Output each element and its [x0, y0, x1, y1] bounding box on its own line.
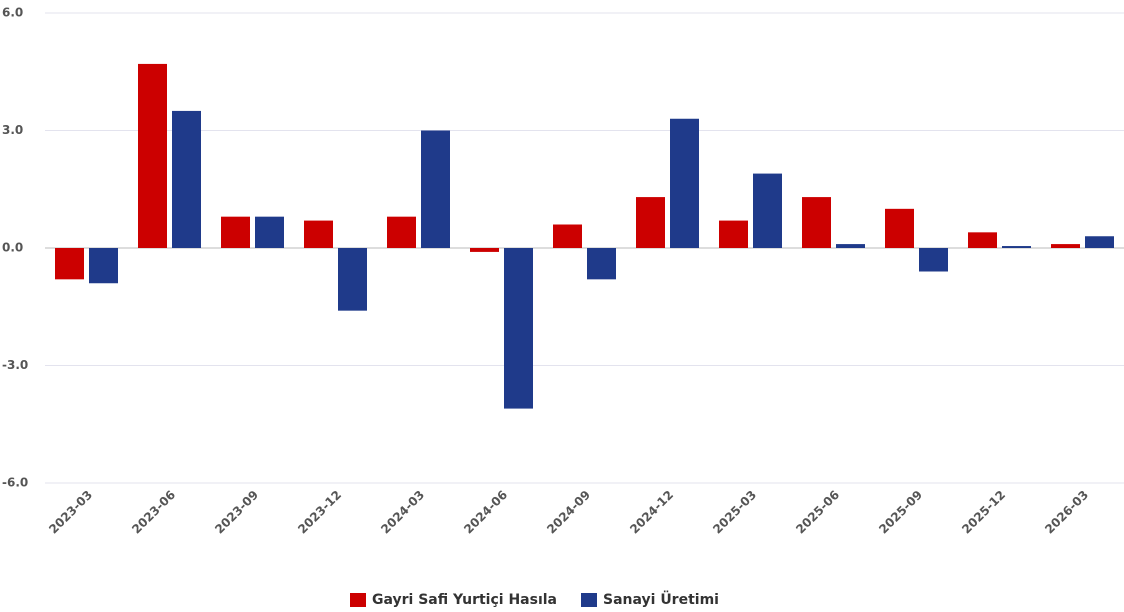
x-tick-label: 2024-06	[461, 488, 510, 537]
bar	[172, 110, 201, 249]
bar	[504, 248, 533, 409]
x-tick-label: 2023-03	[46, 488, 95, 537]
x-tick-label: 2025-09	[876, 488, 925, 537]
bar	[221, 216, 250, 248]
y-tick-label: -3.0	[2, 358, 28, 372]
bar	[89, 248, 118, 284]
legend-label: Gayri Safi Yurtiçi Hasıla	[372, 592, 557, 608]
y-tick-label: 6.0	[2, 6, 23, 20]
x-tick-label: 2024-03	[378, 488, 427, 537]
bar	[919, 248, 948, 272]
legend-swatch	[581, 593, 597, 607]
bar	[587, 248, 616, 280]
bar	[387, 216, 416, 248]
bar	[421, 130, 450, 248]
x-tick-label: 2025-03	[710, 488, 759, 537]
x-tick-label: 2023-12	[295, 488, 344, 537]
x-tick-label: 2025-06	[793, 488, 842, 537]
legend-swatch	[350, 593, 366, 607]
legend-label: Sanayi Üretimi	[603, 590, 719, 608]
bar	[636, 197, 665, 248]
bar	[719, 220, 748, 248]
bar	[255, 216, 284, 248]
bar	[55, 248, 84, 280]
bar	[138, 63, 167, 248]
y-tick-label: -6.0	[2, 476, 28, 490]
bar	[968, 232, 997, 248]
y-tick-label: 3.0	[2, 123, 23, 137]
bar	[470, 248, 499, 252]
bar	[553, 224, 582, 248]
bar	[836, 244, 865, 248]
bar	[338, 248, 367, 311]
bar	[802, 197, 831, 248]
x-tick-label: 2025-12	[959, 488, 1008, 537]
x-tick-label: 2026-03	[1042, 488, 1091, 537]
bar	[1051, 244, 1080, 248]
x-tick-label: 2023-06	[129, 488, 178, 537]
x-tick-label: 2024-09	[544, 488, 593, 537]
bar	[1002, 246, 1031, 248]
bar	[670, 118, 699, 248]
bar	[753, 173, 782, 248]
bar	[885, 208, 914, 248]
x-tick-label: 2023-09	[212, 488, 261, 537]
bar	[1085, 236, 1114, 248]
bar	[304, 220, 333, 248]
y-tick-label: 0.0	[2, 241, 23, 255]
x-tick-label: 2024-12	[627, 488, 676, 537]
